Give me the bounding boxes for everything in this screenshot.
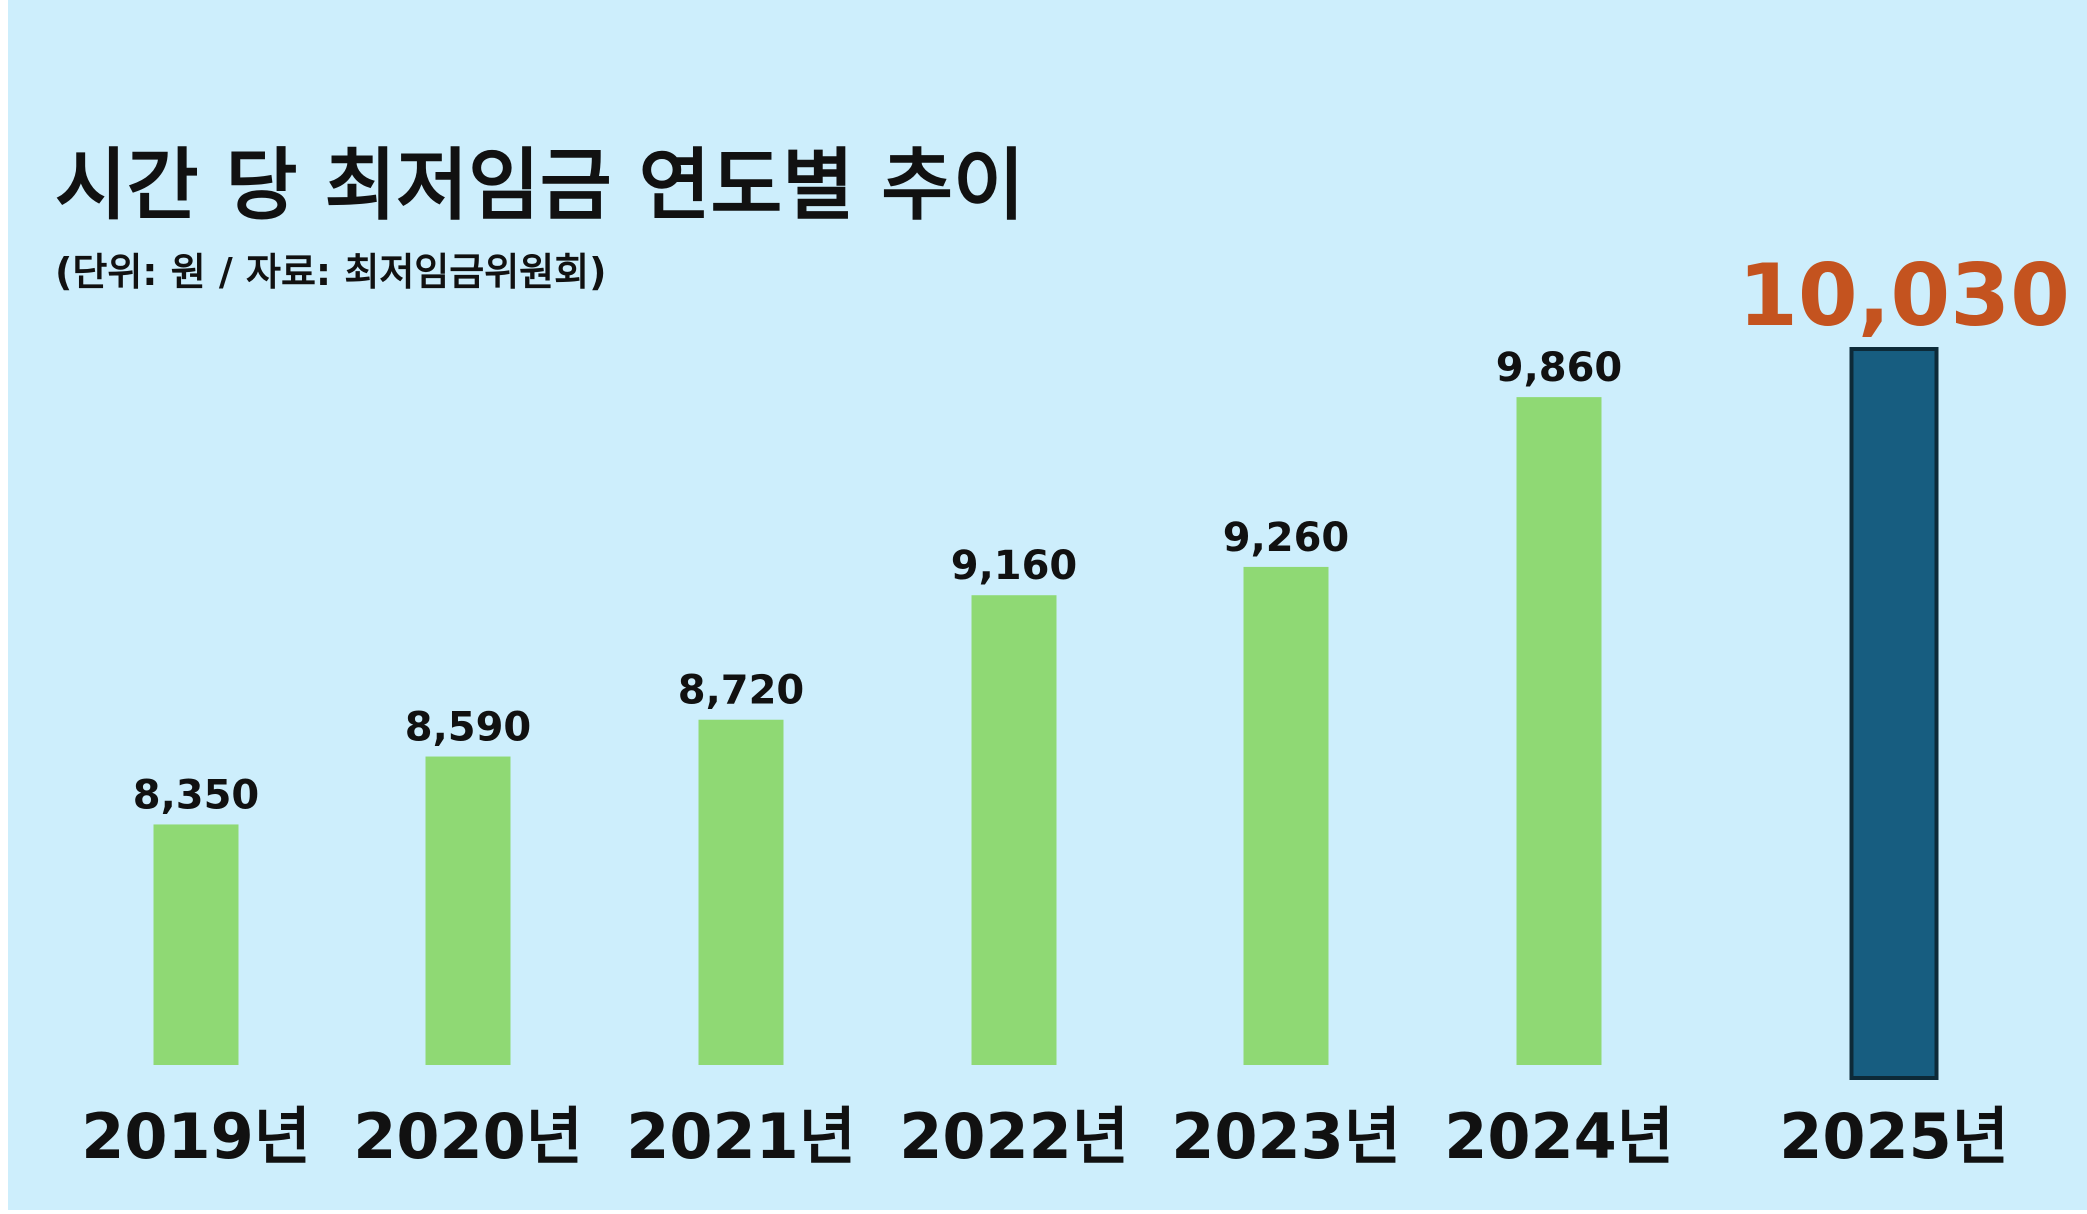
x-tick-label: 2023년	[1171, 1100, 1401, 1173]
value-label: 9,260	[1223, 515, 1350, 561]
bar	[1243, 566, 1329, 1065]
value-label: 9,160	[951, 543, 1078, 589]
x-tick-label: 2022년	[899, 1100, 1129, 1173]
chart-subtitle: (단위: 원 / 자료: 최저임금위원회)	[55, 250, 606, 294]
x-tick-label: 2020년	[353, 1100, 583, 1173]
value-label: 9,860	[1496, 345, 1623, 391]
bar	[153, 824, 239, 1065]
bar	[698, 719, 784, 1065]
value-label: 8,350	[133, 772, 260, 818]
x-tick-label: 2025년	[1779, 1100, 2009, 1173]
value-label: 8,720	[678, 668, 805, 714]
value-label: 10,030	[1738, 246, 2070, 346]
bar	[425, 756, 511, 1065]
bar	[1849, 347, 1939, 1080]
chart-title: 시간 당 최저임금 연도별 추이	[55, 141, 1025, 231]
x-tick-label: 2024년	[1444, 1100, 1674, 1173]
x-tick-label: 2019년	[81, 1100, 311, 1173]
x-tick-label: 2021년	[626, 1100, 856, 1173]
value-label: 8,590	[405, 705, 532, 751]
bar	[971, 595, 1057, 1065]
bar	[1516, 397, 1602, 1065]
